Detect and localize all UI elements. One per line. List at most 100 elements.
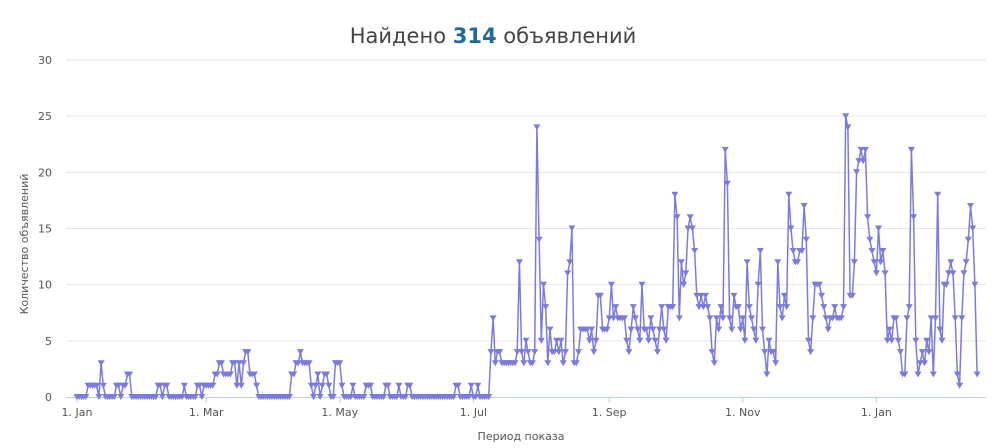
- data-point[interactable]: [739, 315, 747, 322]
- data-point[interactable]: [472, 394, 480, 400]
- data-point[interactable]: [572, 360, 580, 367]
- data-point[interactable]: [97, 360, 105, 367]
- data-point[interactable]: [776, 304, 784, 311]
- data-point[interactable]: [675, 315, 683, 322]
- data-point[interactable]: [99, 382, 107, 389]
- data-point[interactable]: [152, 394, 160, 400]
- data-point[interactable]: [752, 337, 760, 344]
- data-point[interactable]: [93, 382, 101, 389]
- data-point[interactable]: [110, 394, 118, 400]
- data-point[interactable]: [115, 382, 123, 389]
- data-point[interactable]: [805, 337, 812, 344]
- data-point[interactable]: [395, 382, 403, 389]
- data-point[interactable]: [253, 382, 261, 389]
- data-point[interactable]: [610, 315, 617, 322]
- data-point[interactable]: [658, 304, 666, 311]
- data-point[interactable]: [713, 315, 720, 322]
- data-point[interactable]: [848, 292, 856, 299]
- data-point[interactable]: [638, 281, 646, 288]
- data-point[interactable]: [294, 360, 302, 367]
- data-point[interactable]: [721, 146, 729, 153]
- data-point[interactable]: [285, 394, 293, 400]
- data-point[interactable]: [95, 394, 103, 400]
- data-point[interactable]: [945, 270, 953, 277]
- data-point[interactable]: [888, 337, 896, 344]
- data-point[interactable]: [673, 214, 681, 221]
- data-point[interactable]: [237, 382, 245, 389]
- data-point[interactable]: [524, 349, 532, 356]
- data-point[interactable]: [520, 360, 528, 367]
- data-point[interactable]: [892, 315, 900, 322]
- data-point[interactable]: [465, 394, 473, 400]
- data-point[interactable]: [607, 281, 615, 288]
- data-point[interactable]: [702, 292, 709, 299]
- data-point[interactable]: [537, 337, 545, 344]
- data-point[interactable]: [557, 337, 565, 344]
- data-point[interactable]: [759, 326, 766, 333]
- data-point[interactable]: [575, 349, 582, 356]
- data-point[interactable]: [802, 236, 810, 243]
- data-point[interactable]: [912, 337, 920, 344]
- data-point[interactable]: [244, 349, 252, 356]
- data-point[interactable]: [809, 315, 817, 322]
- data-point[interactable]: [312, 382, 320, 389]
- data-point[interactable]: [662, 337, 670, 344]
- data-point[interactable]: [741, 337, 749, 344]
- data-point[interactable]: [870, 259, 878, 266]
- data-point[interactable]: [901, 371, 909, 378]
- data-point[interactable]: [487, 349, 495, 356]
- data-point[interactable]: [824, 326, 832, 333]
- data-point[interactable]: [239, 360, 247, 367]
- data-point[interactable]: [829, 315, 836, 322]
- data-point[interactable]: [947, 259, 955, 266]
- data-point[interactable]: [708, 349, 716, 356]
- data-point[interactable]: [553, 337, 561, 344]
- data-point[interactable]: [588, 326, 596, 333]
- data-point[interactable]: [325, 382, 333, 389]
- data-point[interactable]: [163, 382, 171, 389]
- data-point[interactable]: [875, 225, 882, 232]
- data-point[interactable]: [384, 382, 392, 389]
- data-point[interactable]: [533, 124, 541, 131]
- data-point[interactable]: [785, 191, 793, 198]
- data-point[interactable]: [962, 259, 970, 266]
- data-point[interactable]: [474, 382, 482, 389]
- data-point[interactable]: [686, 214, 694, 221]
- data-point[interactable]: [879, 248, 887, 254]
- data-point[interactable]: [561, 349, 569, 356]
- data-point[interactable]: [82, 394, 90, 400]
- data-point[interactable]: [756, 248, 764, 254]
- data-point[interactable]: [877, 259, 885, 266]
- data-point[interactable]: [688, 225, 696, 232]
- data-point[interactable]: [706, 315, 714, 322]
- data-point[interactable]: [949, 270, 957, 277]
- data-point[interactable]: [515, 259, 523, 266]
- data-point[interactable]: [769, 349, 777, 356]
- data-point[interactable]: [671, 191, 679, 198]
- data-point[interactable]: [310, 394, 317, 400]
- data-point[interactable]: [938, 337, 946, 344]
- data-point[interactable]: [454, 382, 462, 389]
- data-point[interactable]: [723, 180, 731, 187]
- data-point[interactable]: [907, 146, 915, 153]
- data-point[interactable]: [794, 259, 801, 266]
- data-point[interactable]: [745, 304, 753, 311]
- data-point[interactable]: [634, 326, 642, 333]
- data-point[interactable]: [719, 315, 727, 322]
- data-point[interactable]: [844, 124, 852, 131]
- data-point[interactable]: [866, 236, 874, 243]
- data-point[interactable]: [518, 349, 526, 356]
- data-point[interactable]: [590, 349, 598, 356]
- data-point[interactable]: [568, 225, 576, 232]
- data-point[interactable]: [774, 259, 782, 266]
- data-point[interactable]: [969, 225, 977, 232]
- data-point[interactable]: [642, 326, 650, 333]
- data-point[interactable]: [916, 360, 924, 367]
- data-point[interactable]: [226, 371, 234, 378]
- data-point[interactable]: [636, 337, 644, 344]
- data-point[interactable]: [406, 382, 414, 389]
- data-point[interactable]: [653, 349, 661, 356]
- data-point[interactable]: [656, 326, 663, 333]
- data-point[interactable]: [213, 371, 221, 378]
- data-point[interactable]: [868, 248, 876, 254]
